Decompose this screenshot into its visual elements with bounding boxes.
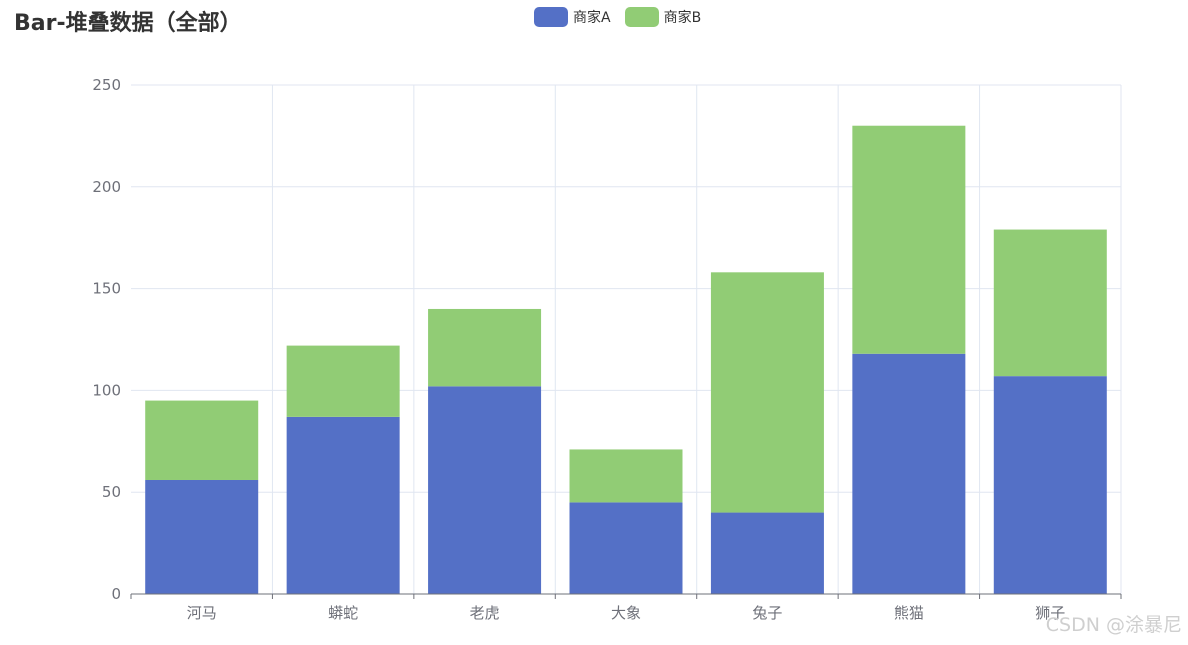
x-tick-label: 老虎 xyxy=(470,604,500,622)
legend: 商家A 商家B xyxy=(534,7,701,27)
bar-series-b xyxy=(710,272,824,513)
legend-swatch-series-a xyxy=(534,7,568,27)
bar-series-b xyxy=(852,125,966,354)
x-tick-label: 狮子 xyxy=(1035,604,1065,622)
bar-series-a xyxy=(569,502,683,594)
y-tick-label: 100 xyxy=(92,381,121,399)
bar-series-b xyxy=(286,345,400,417)
legend-item-series-b[interactable]: 商家B xyxy=(624,7,702,27)
bar-series-b xyxy=(145,400,259,480)
x-tick-label: 兔子 xyxy=(752,604,782,622)
x-tick-label: 熊猫 xyxy=(894,604,924,622)
y-tick-label: 50 xyxy=(102,483,121,501)
bar-series-b xyxy=(428,308,542,387)
legend-swatch-series-b xyxy=(624,7,659,27)
legend-label-series-b: 商家B xyxy=(663,10,702,26)
bar-series-b xyxy=(569,449,683,503)
y-tick-label: 200 xyxy=(92,178,121,196)
x-tick-label: 蟒蛇 xyxy=(328,604,358,622)
x-tick-label: 河马 xyxy=(187,604,217,622)
y-tick-label: 0 xyxy=(111,585,121,603)
bar-series-a xyxy=(852,353,966,594)
watermark: CSDN @涂暴尼 xyxy=(1045,614,1182,636)
y-tick-label: 150 xyxy=(92,280,121,298)
chart-title: Bar-堆叠数据（全部） xyxy=(14,11,242,36)
bar-series-a xyxy=(710,512,824,594)
legend-label-series-a: 商家A xyxy=(573,10,611,26)
bar-series-b xyxy=(993,229,1107,377)
legend-item-series-a[interactable]: 商家A xyxy=(534,7,611,27)
bar-series-a xyxy=(286,416,400,594)
x-tick-label: 大象 xyxy=(611,604,641,622)
y-tick-label: 250 xyxy=(92,76,121,94)
bar-series-a xyxy=(428,386,542,594)
bar-series-a xyxy=(993,376,1107,594)
bar-series-a xyxy=(145,479,259,594)
